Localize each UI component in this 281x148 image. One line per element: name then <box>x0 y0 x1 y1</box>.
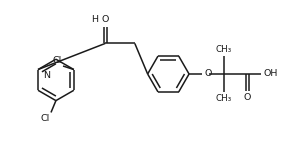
Text: H: H <box>91 15 98 24</box>
Text: O: O <box>244 93 251 102</box>
Text: O: O <box>101 15 109 24</box>
Text: CH₃: CH₃ <box>216 45 232 54</box>
Text: OH: OH <box>263 70 277 78</box>
Text: CH₃: CH₃ <box>216 94 232 103</box>
Text: N: N <box>43 71 50 80</box>
Text: Cl: Cl <box>52 56 62 65</box>
Text: Cl: Cl <box>40 114 49 123</box>
Text: O: O <box>204 70 212 78</box>
